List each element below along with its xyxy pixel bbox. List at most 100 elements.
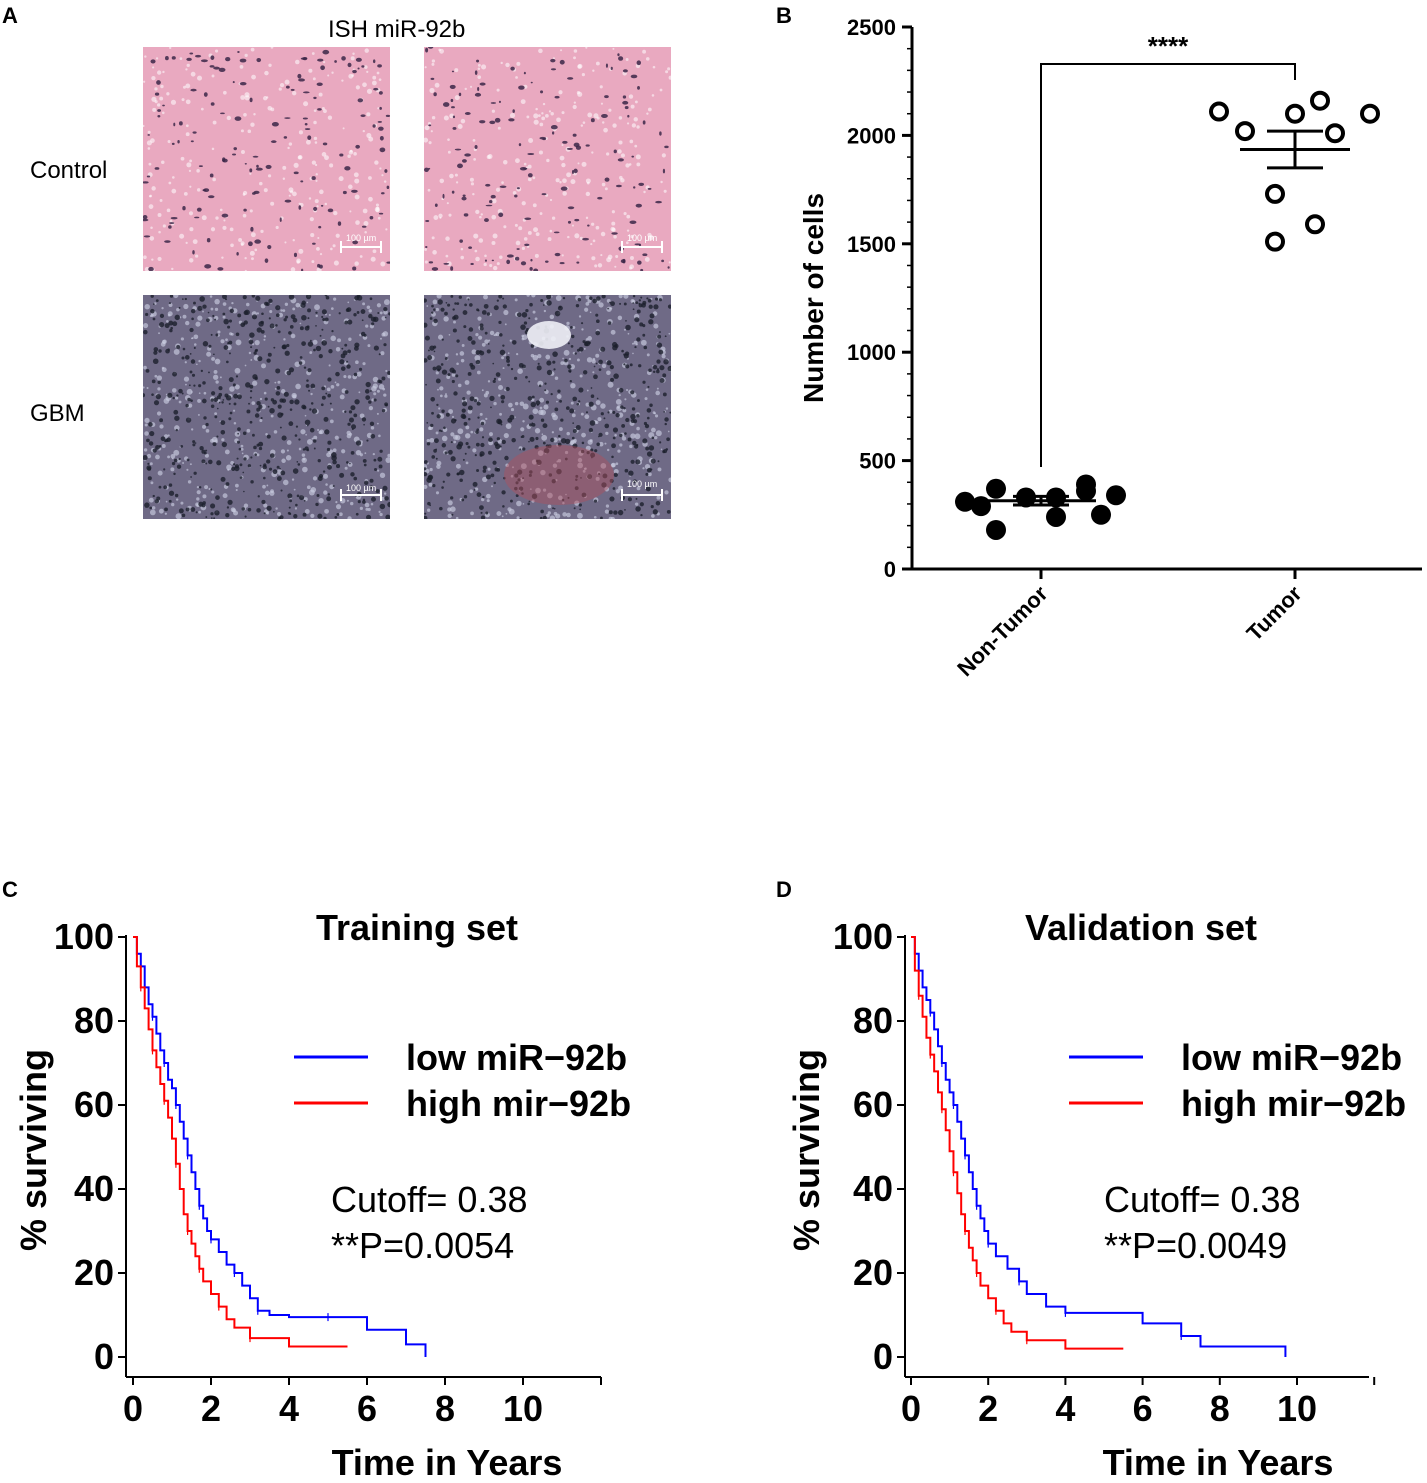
- tissue-nucleus: [642, 120, 646, 125]
- tissue-cell: [310, 402, 314, 405]
- tissue-speck: [636, 426, 640, 431]
- tissue-cell: [193, 384, 196, 387]
- tissue-nucleus: [450, 266, 454, 271]
- tissue-cell: [529, 423, 533, 427]
- tissue-cell: [640, 513, 643, 517]
- tissue-cell: [667, 304, 671, 309]
- tissue-cell: [280, 489, 283, 492]
- tissue-nucleus: [637, 85, 640, 90]
- tissue-vacuole: [604, 187, 608, 191]
- tissue-cell: [385, 403, 388, 407]
- tissue-vacuole: [160, 84, 164, 89]
- histology-image-gbm-right: 100 µm: [424, 295, 671, 519]
- tissue-cell: [424, 471, 428, 477]
- tissue-nucleus: [300, 180, 304, 183]
- tissue-cell: [199, 445, 204, 451]
- tissue-speck: [346, 433, 352, 439]
- tissue-cell: [348, 410, 353, 414]
- tissue-cell: [469, 362, 474, 367]
- tissue-speck: [444, 394, 448, 398]
- tissue-speck: [566, 321, 570, 326]
- scale-bar-label: 100 µm: [627, 233, 658, 243]
- tissue-cell: [431, 455, 436, 459]
- tissue-speck: [334, 381, 337, 384]
- tissue-nucleus: [566, 147, 573, 150]
- tissue-speck: [535, 487, 541, 494]
- tissue-nucleus: [200, 59, 208, 63]
- tissue-speck: [206, 351, 212, 357]
- tissue-nucleus: [527, 173, 533, 178]
- tissue-cell: [462, 397, 466, 401]
- tissue-vacuole: [625, 241, 629, 245]
- tissue-cell: [228, 417, 232, 421]
- tissue-cell: [326, 447, 331, 452]
- tissue-speck: [597, 417, 602, 422]
- tissue-cell: [178, 457, 181, 461]
- tissue-speck: [263, 391, 267, 395]
- tissue-cell: [546, 295, 552, 300]
- tissue-nucleus: [633, 186, 636, 189]
- tissue-cell: [281, 435, 287, 441]
- tissue-cell: [528, 500, 531, 503]
- tissue-vacuole: [527, 164, 532, 169]
- tissue-cell: [185, 403, 189, 408]
- tissue-cell: [654, 297, 659, 301]
- tissue-vacuole: [475, 209, 480, 215]
- tissue-cell: [536, 365, 542, 371]
- tissue-cell: [287, 511, 291, 515]
- tissue-cell: [206, 318, 210, 323]
- tissue-cell: [658, 349, 664, 355]
- tissue-vacuole: [591, 151, 594, 154]
- tissue-speck: [496, 511, 502, 516]
- tissue-vacuole: [239, 65, 244, 69]
- tissue-speck: [195, 321, 201, 327]
- tissue-cell: [542, 423, 548, 429]
- tissue-cell: [185, 417, 192, 423]
- tissue-cell: [522, 477, 525, 480]
- tissue-vacuole: [549, 229, 553, 233]
- tissue-speck: [149, 462, 153, 466]
- tissue-nucleus: [567, 77, 574, 80]
- tissue-cell: [225, 513, 230, 518]
- tissue-cell: [305, 295, 312, 300]
- tissue-cell: [517, 469, 523, 475]
- tissue-vacuole: [432, 250, 437, 255]
- tissue-speck: [634, 502, 639, 506]
- tissue-cell: [381, 376, 386, 381]
- tissue-cell: [571, 334, 575, 339]
- tissue-nucleus: [369, 216, 374, 220]
- tissue-vacuole: [200, 107, 204, 111]
- tissue-nucleus: [357, 98, 364, 103]
- tissue-nucleus: [377, 120, 383, 123]
- tissue-vacuole: [185, 99, 191, 105]
- tissue-speck: [202, 494, 207, 499]
- x-tick-label: 0: [123, 1388, 143, 1429]
- tissue-speck: [286, 440, 292, 445]
- tissue-vacuole: [630, 104, 635, 109]
- tissue-speck: [493, 401, 497, 406]
- tissue-vacuole: [166, 92, 170, 96]
- tissue-cell: [571, 436, 575, 440]
- tissue-nucleus: [283, 136, 288, 139]
- tissue-vacuole: [378, 78, 382, 82]
- tissue-cell: [321, 386, 326, 391]
- tissue-cell: [493, 377, 497, 381]
- tissue-cell: [213, 353, 215, 356]
- tissue-vacuole: [380, 261, 386, 267]
- tissue-cell: [427, 475, 433, 480]
- tissue-nucleus: [434, 203, 438, 207]
- tissue-vacuole: [514, 223, 518, 227]
- tissue-speck: [328, 313, 331, 317]
- tissue-speck: [526, 295, 530, 297]
- tissue-cell: [638, 364, 642, 368]
- data-point-tumor: [1235, 121, 1255, 142]
- tissue-cell: [347, 349, 351, 354]
- tissue-speck: [294, 361, 301, 368]
- tissue-nucleus: [372, 124, 376, 128]
- tissue-vacuole: [545, 113, 549, 118]
- tissue-speck: [569, 440, 575, 446]
- tissue-cell: [482, 465, 487, 470]
- tissue-cell: [441, 369, 448, 375]
- tissue-nucleus: [590, 118, 595, 123]
- tissue-cell: [288, 331, 292, 335]
